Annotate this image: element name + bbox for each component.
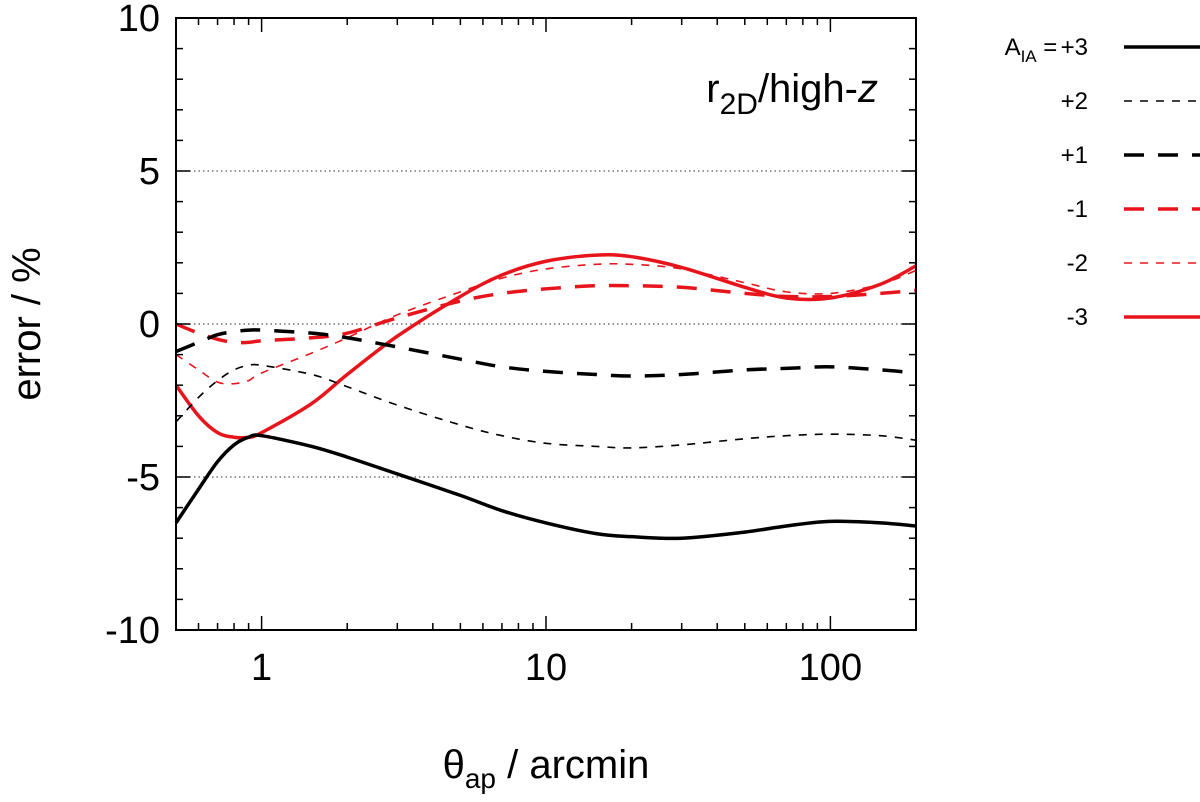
series-line-minus3 <box>174 253 917 440</box>
legend-prefix-rest: = <box>1037 34 1064 61</box>
legend-prefix-sub: IA <box>1021 47 1038 66</box>
x-tick-label: 100 <box>799 647 862 689</box>
grid-lines <box>176 170 916 478</box>
x-axis-label-rest: / arcmin <box>496 743 649 787</box>
series-line-plus3 <box>174 433 917 541</box>
legend-label: -3 <box>1067 304 1088 331</box>
legend-label: +2 <box>1061 88 1088 115</box>
y-tick-label: 10 <box>118 0 160 40</box>
x-axis-label-sub: ap <box>465 763 496 794</box>
legend-label: -1 <box>1067 196 1088 223</box>
legend-prefix-main: A <box>1005 34 1021 61</box>
legend-entries: +3 +2 +1 -1 -2 -3 <box>1061 34 1200 331</box>
axis-ticks <box>175 17 917 631</box>
x-tick-label: 10 <box>525 647 567 689</box>
y-tick-label: -5 <box>126 457 160 499</box>
series-line-plus2 <box>175 363 917 449</box>
legend-label: +3 <box>1061 34 1088 61</box>
series-line-minus1 <box>175 283 917 345</box>
x-axis-label-main: θ <box>443 743 465 787</box>
y-tick-label: -10 <box>105 610 160 652</box>
legend-label: -2 <box>1067 250 1088 277</box>
series-line-minus2 <box>175 262 917 385</box>
series-lines <box>174 253 917 541</box>
y-tick-label: 5 <box>139 151 160 193</box>
y-axis-label: error / % <box>5 247 49 400</box>
tick-labels: -10 -5 0 5 10 1 10 100 <box>105 0 862 689</box>
legend-label: +1 <box>1061 142 1088 169</box>
annotation-sub: 2D <box>720 88 758 121</box>
panel-annotation: r2D/high-z <box>706 67 878 121</box>
annotation-italic: z <box>857 67 878 111</box>
legend-prefix: AIA = <box>1005 34 1064 66</box>
legend: AIA = +3 +2 +1 -1 -2 -3 <box>1005 34 1200 331</box>
series-line-plus1 <box>175 328 917 378</box>
x-axis-label: θap / arcmin <box>443 743 650 794</box>
annotation-mid: /high- <box>758 67 858 111</box>
x-tick-label: 1 <box>251 647 272 689</box>
annotation-main: r <box>706 67 719 111</box>
y-tick-label: 0 <box>139 304 160 346</box>
